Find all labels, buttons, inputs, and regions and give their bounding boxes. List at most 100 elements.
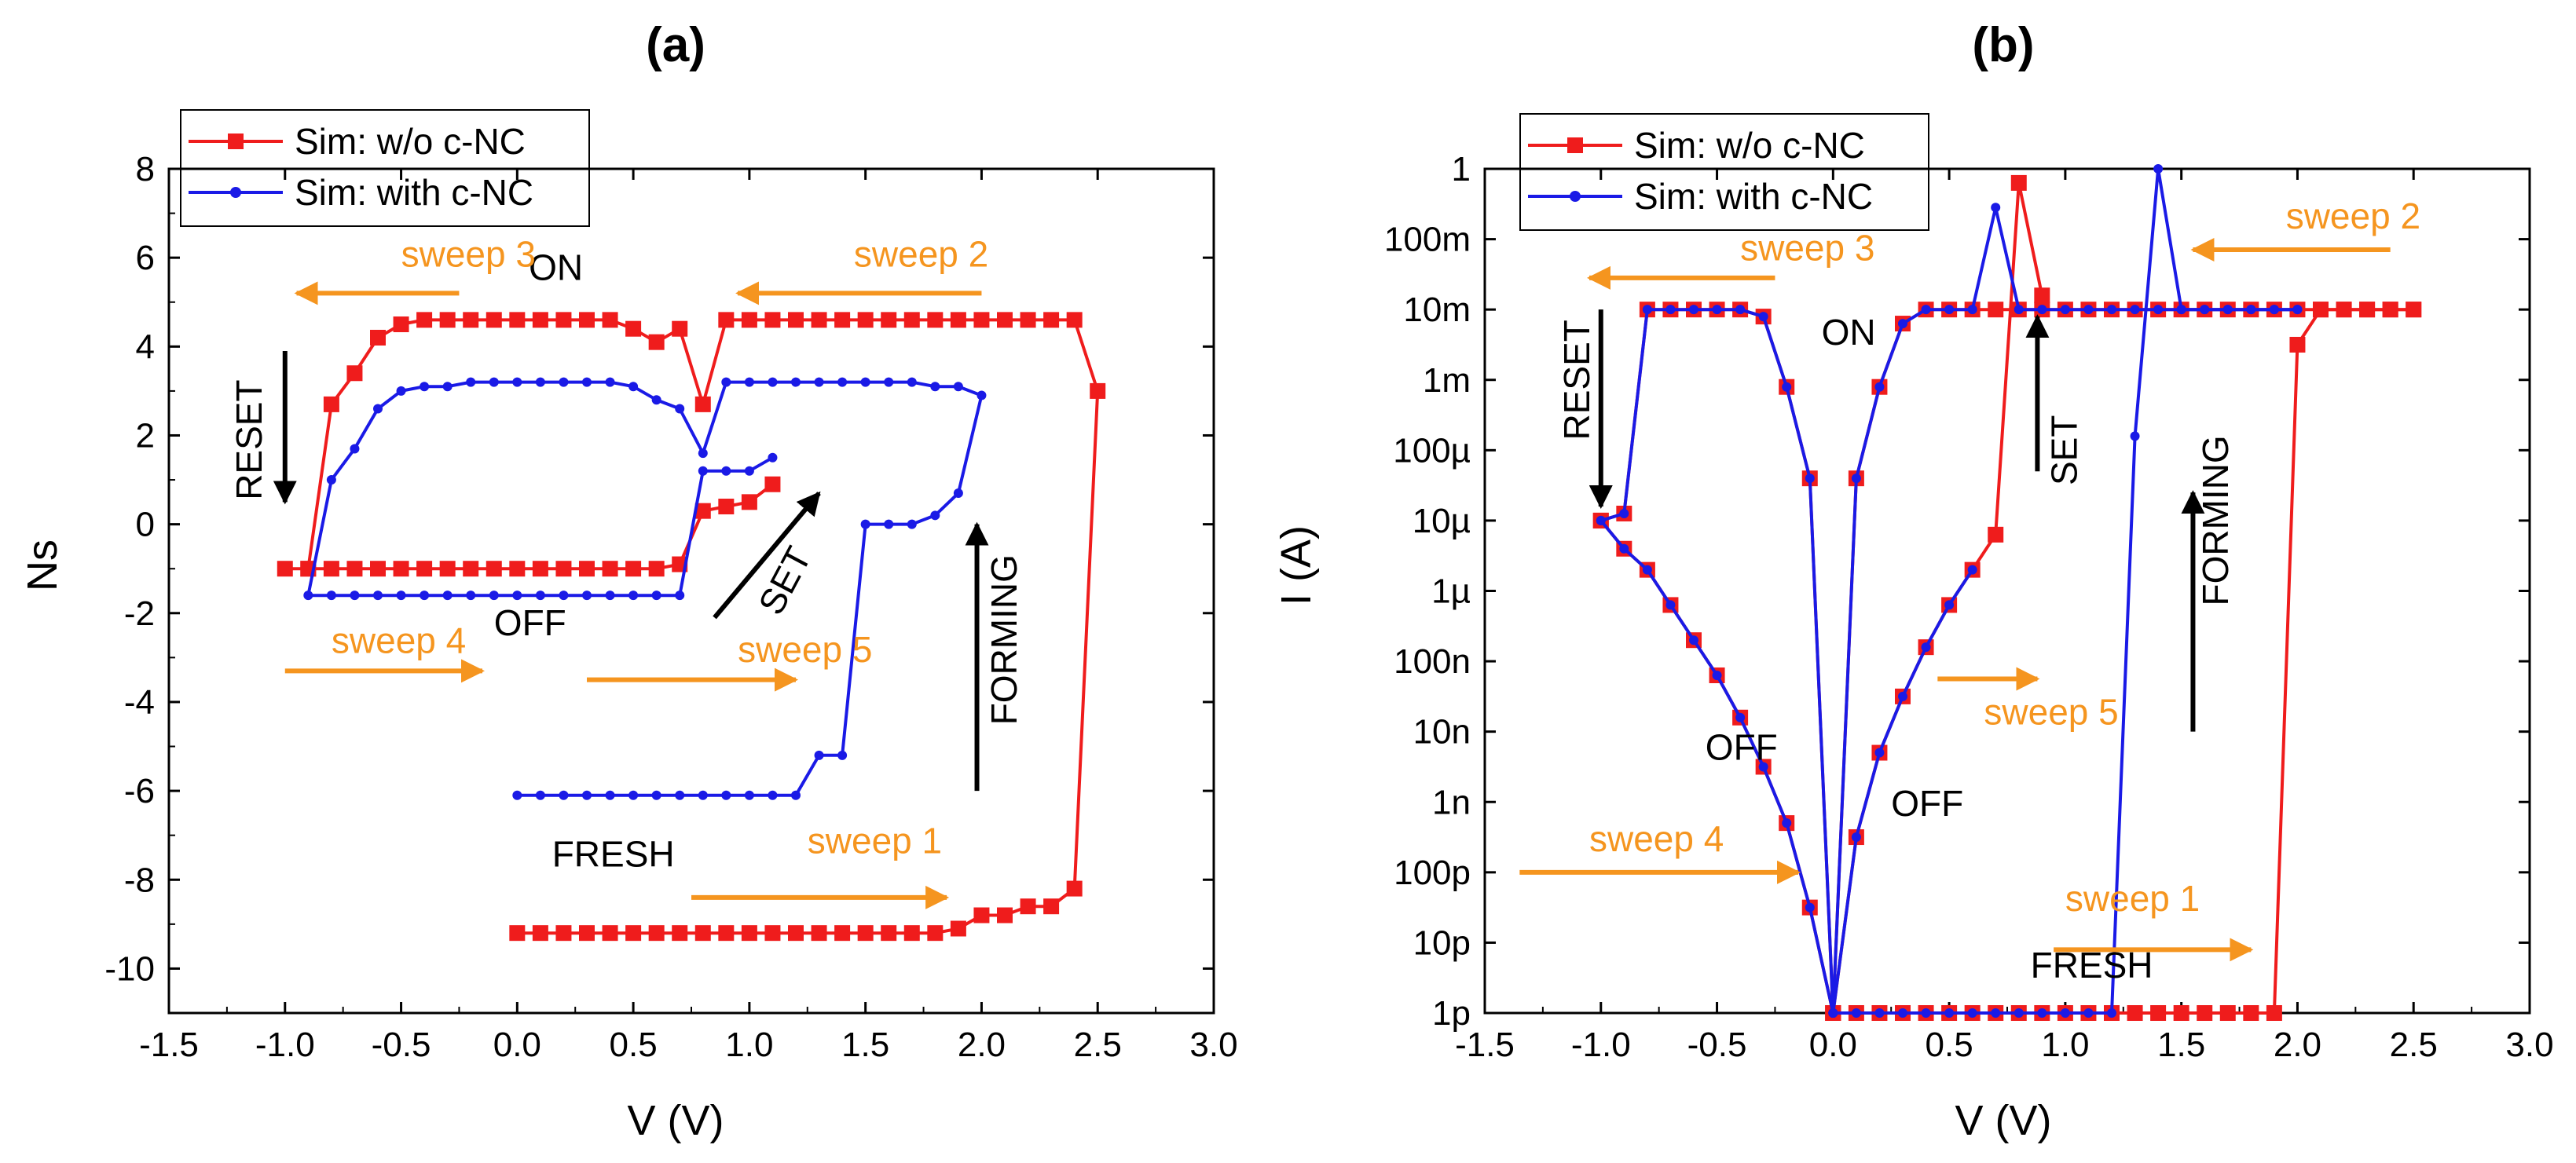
panel-b-point-blue [1689, 635, 1698, 646]
panel-a-point-blue [350, 444, 360, 454]
panel-b-point-blue [1874, 1008, 1885, 1018]
panel-a-point-red [788, 925, 804, 942]
panel-b-point-red [2150, 1005, 2167, 1021]
panel-b-y-tick-label: 10µ [1413, 502, 1471, 540]
panel-b-point-blue [1921, 1008, 1931, 1018]
panel-a-annotation-off: OFF [494, 602, 566, 643]
panel-b-point-red [2359, 302, 2376, 318]
panel-a-point-red [973, 907, 990, 923]
panel-a-point-blue [768, 377, 778, 387]
panel-b-y-tick-label: 100n [1394, 642, 1471, 681]
panel-b-y-tick-label: 100µ [1393, 431, 1471, 470]
panel-a-point-red [370, 330, 386, 346]
panel-b-annotation-sweep-1: sweep 1 [2065, 878, 2200, 919]
panel-a-x-tick-label: -1.0 [255, 1026, 315, 1064]
panel-a-point-red [416, 561, 433, 577]
panel-a-arrow-6 [713, 491, 821, 620]
panel-a-x-tick-label: 2.0 [958, 1026, 1006, 1064]
panel-a-point-blue [582, 377, 592, 387]
panel-a-annotation-sweep-2: sweep 2 [854, 234, 988, 275]
panel-b-annotation-fresh: FRESH [2031, 945, 2153, 986]
panel-a-point-red [648, 925, 665, 942]
panel-a-point-red [323, 561, 339, 577]
panel-a-title: (a) [646, 18, 705, 72]
panel-b-point-red [2382, 302, 2398, 318]
panel-b-point-blue [1805, 902, 1815, 912]
panel-a-point-blue [512, 591, 522, 601]
panel-a-point-red [881, 312, 897, 328]
panel-a-point-blue [628, 591, 639, 601]
panel-a-point-blue [698, 448, 708, 459]
panel-a-x-tick-label: 0.0 [493, 1026, 541, 1064]
panel-b-series-line-blue [1600, 308, 1835, 1014]
panel-a-point-red [393, 561, 409, 577]
panel-a-point-red [718, 312, 735, 328]
panel-a-point-red [1066, 880, 1083, 897]
panel-b-point-blue [1782, 818, 1792, 828]
panel-a-point-blue [860, 519, 870, 529]
panel-a-ylabel: Ns [19, 539, 66, 591]
panel-a-point-red [1020, 312, 1036, 328]
panel-a-point-red [694, 503, 711, 519]
panel-a-point-blue [489, 591, 499, 601]
panel-a-point-red [370, 561, 386, 577]
panel-a-point-red [625, 925, 642, 942]
panel-a-point-red [579, 925, 595, 942]
panel-b-point-blue [1944, 600, 1955, 610]
panel-b-annotation-reset: RESET [1556, 320, 1597, 440]
panel-b-point-blue [2246, 305, 2256, 315]
panel-a-point-red [463, 312, 479, 328]
panel-b-title: (b) [1972, 18, 2034, 72]
panel-a-annotation-set: SET [750, 540, 819, 621]
panel-a-point-red [648, 334, 665, 350]
panel-b-ylabel: I (A) [1273, 525, 1320, 605]
panel-a-point-blue [535, 591, 545, 601]
panel-b-point-blue [1967, 565, 1977, 575]
panel-b-point-blue [2153, 164, 2164, 174]
panel-a-point-blue [884, 377, 894, 387]
panel-b-point-blue [2037, 1008, 2047, 1018]
panel-a-x-tick-label: 0.5 [610, 1026, 658, 1064]
panel-a-point-blue [489, 377, 499, 387]
panel-b-point-red [2336, 302, 2352, 318]
panel-b-point-blue [1991, 203, 2001, 213]
panel-b-y-tick-label: 1 [1452, 150, 1471, 188]
panel-a-point-blue [768, 790, 778, 800]
panel-a-point-blue [721, 377, 731, 387]
panel-b-point-red [2289, 336, 2306, 353]
panel-a-xlabel: V (V) [627, 1097, 724, 1144]
panel-b-point-blue [1642, 305, 1652, 315]
panel-a-point-blue [396, 386, 406, 396]
panel-a-point-blue [721, 790, 731, 800]
panel-a-point-red [625, 320, 642, 337]
panel-a-point-red [903, 312, 920, 328]
panel-b-annotation-on: ON [1822, 312, 1876, 353]
panel-a-point-blue [559, 377, 569, 387]
panel-a-point-red [834, 312, 851, 328]
panel-b-point-blue [1851, 474, 1861, 484]
panel-a-point-red [393, 316, 409, 333]
panel-a-point-blue [930, 510, 940, 521]
panel-a-point-blue [535, 377, 545, 387]
panel-b-point-red [2266, 1005, 2282, 1021]
panel-a-point-red [672, 320, 688, 337]
panel-a-point-red [463, 561, 479, 577]
panel-a-point-blue [582, 591, 592, 601]
legend-marker-blue [1570, 191, 1581, 202]
panel-a-point-red [346, 561, 363, 577]
panel-a-y-tick-label: 0 [136, 506, 155, 544]
panel-a-point-red [973, 312, 990, 328]
panel-a-annotation-reset: RESET [229, 379, 269, 499]
panel-a-point-red [323, 396, 339, 412]
panel-a-point-blue [791, 377, 801, 387]
panel-b-annotation-off: OFF [1891, 783, 1963, 824]
panel-a-point-red [834, 925, 851, 942]
panel-a-point-blue [675, 404, 685, 414]
panel-a-point-blue [326, 475, 336, 485]
panel-b-point-blue [1735, 712, 1746, 722]
panel-b-point-blue [1921, 642, 1931, 653]
panel-a-x-tick-label: -1.5 [139, 1026, 199, 1064]
panel-a-point-red [277, 561, 293, 577]
panel-a-y-tick-label: 4 [136, 327, 155, 366]
